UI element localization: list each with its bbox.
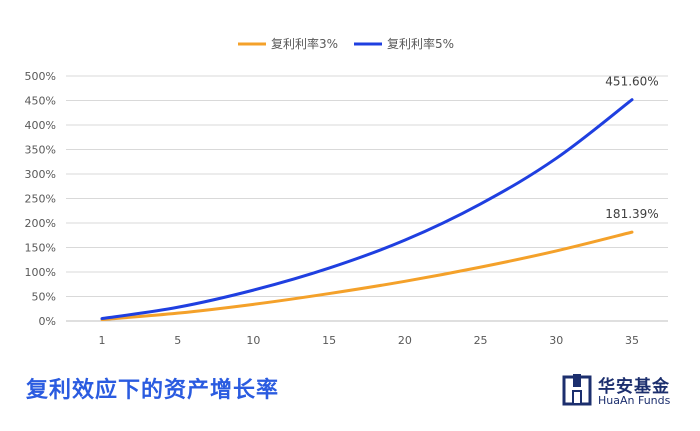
grid-lines <box>66 75 668 322</box>
brand-name-en: HuaAn Funds <box>598 394 671 407</box>
x-tick-label: 25 <box>474 334 488 347</box>
x-tick-label: 10 <box>246 334 260 347</box>
y-axis-ticks: 0% 50% 100% 150% 200% 250% 300% 350% 400% 450% 500… <box>25 70 56 328</box>
x-axis-ticks: 1 5 10 15 20 25 30 35 <box>99 334 640 347</box>
x-tick-label: 35 <box>625 334 639 347</box>
y-tick-label: 0% <box>39 315 56 328</box>
y-tick-label: 250% <box>25 193 56 206</box>
legend-label: 复利利率5% <box>387 36 454 51</box>
data-labels: 181.39% 451.60% <box>605 75 658 221</box>
x-tick-label: 5 <box>174 334 181 347</box>
brand: 华安基金 HuaAn Funds <box>562 372 690 412</box>
y-tick-label: 350% <box>25 144 56 157</box>
y-tick-label: 500% <box>25 70 56 83</box>
y-tick-label: 300% <box>25 168 56 181</box>
chart: 0% 50% 100% 150% 200% 250% 300% 350% 400% 450% 500… <box>25 36 668 347</box>
y-tick-label: 150% <box>25 242 56 255</box>
end-data-label: 181.39% <box>605 207 658 221</box>
x-tick-label: 20 <box>398 334 412 347</box>
series-line-1 <box>100 230 634 322</box>
y-tick-label: 50% <box>32 291 56 304</box>
x-tick-label: 30 <box>549 334 563 347</box>
y-tick-label: 100% <box>25 266 56 279</box>
legend-label: 复利利率3% <box>271 36 338 51</box>
x-tick-label: 15 <box>322 334 336 347</box>
x-tick-label: 1 <box>99 334 106 347</box>
y-tick-label: 450% <box>25 95 56 108</box>
chart-caption: 复利效应下的资产增长率 <box>26 378 280 403</box>
end-data-label: 451.60% <box>605 75 658 89</box>
series-line-2 <box>100 98 634 321</box>
y-tick-label: 200% <box>25 217 56 230</box>
brand-name-cn: 华安基金 <box>598 377 670 397</box>
series-lines <box>100 98 634 322</box>
huaan-logo-icon <box>562 374 592 406</box>
legend: 复利利率3% 复利利率5% <box>238 36 454 51</box>
y-tick-label: 400% <box>25 119 56 132</box>
